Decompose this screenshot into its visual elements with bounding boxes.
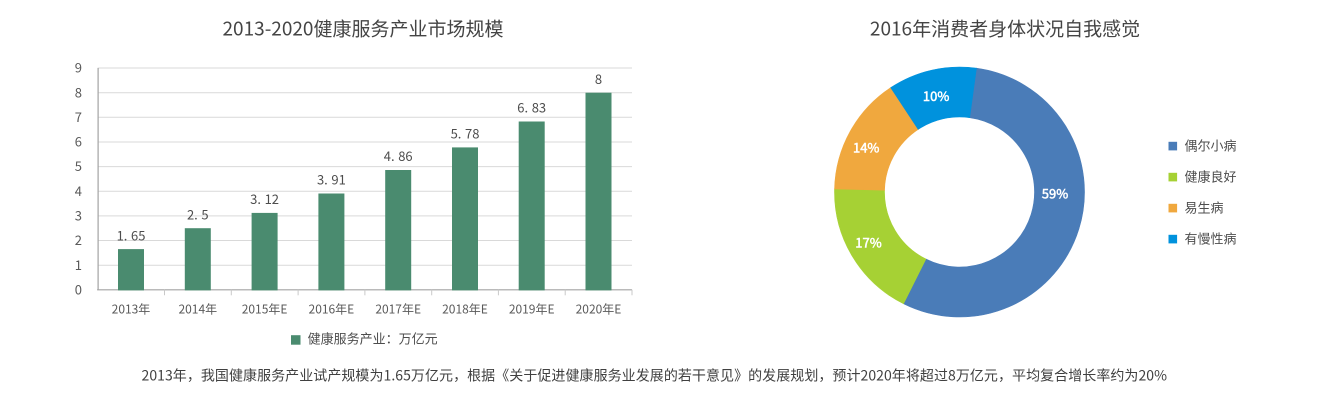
svg-text:2015年E: 2015年E [242,301,288,318]
svg-text:2014年: 2014年 [178,301,217,318]
svg-text:10%: 10% [923,86,949,105]
svg-text:偶尔小病: 偶尔小病 [1185,136,1237,155]
svg-text:7: 7 [75,107,82,126]
svg-text:2013年: 2013年 [112,301,151,318]
svg-text:4: 4 [75,181,82,200]
svg-text:2018年E: 2018年E [442,301,488,318]
svg-text:14%: 14% [853,138,879,157]
svg-text:1: 1 [75,255,82,274]
svg-text:2. 5: 2. 5 [187,204,209,223]
svg-text:2013年，我国健康服务产业试产规模为1.65万亿元，根据《: 2013年，我国健康服务产业试产规模为1.65万亿元，根据《关于促进健康服务业发… [142,366,1168,386]
svg-text:1. 65: 1. 65 [117,225,146,244]
svg-text:5. 78: 5. 78 [451,124,480,143]
svg-text:2020年E: 2020年E [576,301,622,318]
svg-text:3. 91: 3. 91 [317,170,346,189]
svg-text:健康良好: 健康良好 [1185,167,1237,186]
svg-text:0: 0 [75,279,82,298]
svg-text:9: 9 [75,58,82,77]
svg-text:8: 8 [75,82,82,101]
svg-text:2016年消费者身体状况自我感觉: 2016年消费者身体状况自我感觉 [870,15,1140,42]
svg-text:8: 8 [595,69,602,88]
svg-text:2013-2020健康服务产业市场规模: 2013-2020健康服务产业市场规模 [223,15,504,42]
svg-text:2017年E: 2017年E [375,301,421,318]
svg-text:3: 3 [75,206,82,225]
svg-text:4. 86: 4. 86 [384,146,413,165]
svg-text:有慢性病: 有慢性病 [1185,229,1237,248]
svg-text:2019年E: 2019年E [509,301,555,318]
svg-text:3. 12: 3. 12 [250,189,279,208]
svg-text:6. 83: 6. 83 [517,98,546,117]
svg-text:6: 6 [75,132,82,151]
svg-text:59%: 59% [1041,184,1068,203]
svg-text:健康服务产业：万亿元: 健康服务产业：万亿元 [308,329,438,348]
svg-text:5: 5 [75,156,82,175]
svg-text:易生病: 易生病 [1185,198,1224,217]
svg-text:2016年E: 2016年E [309,301,355,318]
svg-text:17%: 17% [855,232,881,251]
svg-text:2: 2 [75,230,82,249]
